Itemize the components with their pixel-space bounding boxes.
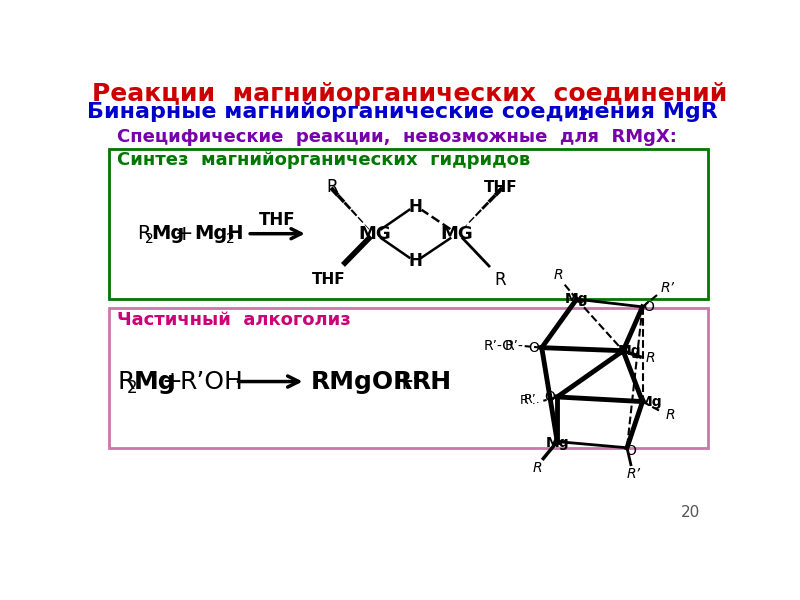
Bar <box>110 308 708 448</box>
Text: O: O <box>626 444 636 458</box>
Text: R: R <box>138 224 150 243</box>
Text: R: R <box>554 268 563 281</box>
Text: R’.: R’. <box>523 393 540 406</box>
Text: Синтез  магнийорганических  гидридов: Синтез магнийорганических гидридов <box>117 151 530 169</box>
Text: THF: THF <box>484 180 518 195</box>
Text: R: R <box>532 461 542 475</box>
Text: Бинарные магнийорганические соединения MgR: Бинарные магнийорганические соединения M… <box>87 102 718 122</box>
Text: R’.: R’. <box>519 394 536 407</box>
Text: +: + <box>162 370 182 394</box>
Text: Mg: Mg <box>134 370 176 394</box>
Text: R’-O: R’-O <box>484 339 514 353</box>
Text: R’: R’ <box>660 281 674 295</box>
Text: Специфические  реакции,  невозможные  для  RMgX:: Специфические реакции, невозможные для R… <box>117 128 677 146</box>
Text: H: H <box>409 251 422 269</box>
Text: R: R <box>117 370 134 394</box>
Text: +: + <box>174 224 193 244</box>
Text: H: H <box>409 198 422 216</box>
Text: 2: 2 <box>578 109 588 124</box>
Text: 2: 2 <box>226 232 234 246</box>
Text: R’OH: R’OH <box>180 370 244 394</box>
Text: Частичный  алкоголиз: Частичный алкоголиз <box>117 311 350 329</box>
Text: R: R <box>495 271 506 289</box>
Text: 2: 2 <box>145 232 154 246</box>
Text: R’: R’ <box>626 467 640 481</box>
Text: R: R <box>666 409 675 422</box>
Text: R: R <box>646 352 655 365</box>
Text: 2: 2 <box>126 379 137 397</box>
Text: O: O <box>544 390 555 404</box>
Text: O: O <box>529 341 539 355</box>
Text: O: O <box>643 300 654 314</box>
Text: Mg: Mg <box>638 395 662 409</box>
Text: MG: MG <box>358 224 391 242</box>
Text: MG: MG <box>440 224 473 242</box>
Text: 20: 20 <box>681 505 700 520</box>
Text: RH: RH <box>411 370 452 394</box>
Text: Mg: Mg <box>618 344 641 358</box>
Text: Mg: Mg <box>565 292 589 306</box>
Text: R: R <box>326 179 338 196</box>
Text: +: + <box>394 370 414 394</box>
Text: Mg: Mg <box>546 436 569 450</box>
Text: Mg: Mg <box>151 224 184 243</box>
Text: MgH: MgH <box>194 224 244 243</box>
Bar <box>110 149 708 299</box>
Text: RMgOR’: RMgOR’ <box>310 370 422 394</box>
Text: Реакции  магнийорганических  соединений: Реакции магнийорганических соединений <box>92 82 728 106</box>
Text: THF: THF <box>258 211 295 229</box>
Text: R’-: R’- <box>505 339 523 353</box>
Text: THF: THF <box>312 272 346 287</box>
